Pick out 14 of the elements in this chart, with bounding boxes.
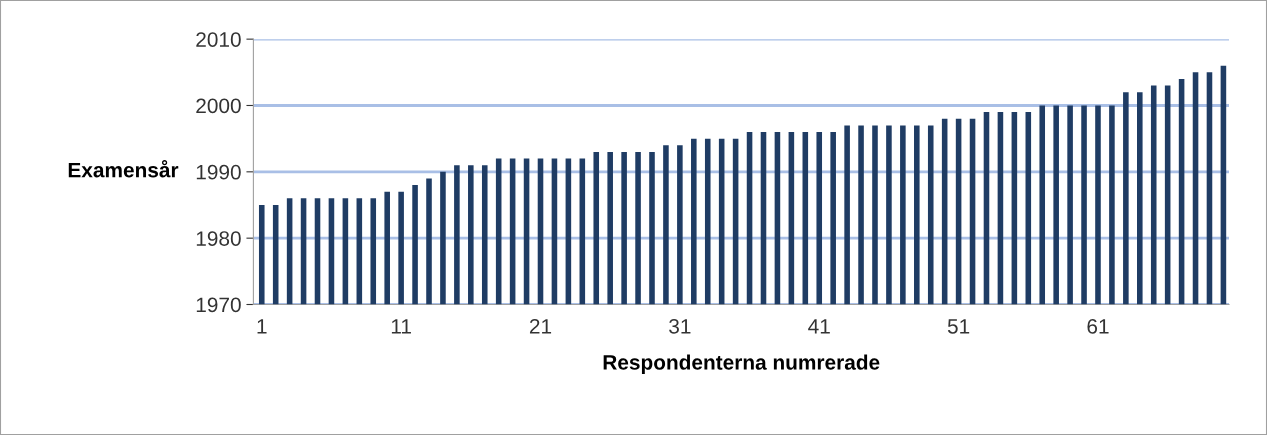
x-axis-title: Respondenterna numrerade: [603, 354, 880, 374]
x-tick-label: 1: [257, 319, 267, 334]
x-tick-label: 31: [669, 318, 691, 334]
y-tick-label: 1990: [196, 164, 241, 180]
y-tick-label: 1980: [196, 231, 241, 246]
x-tick-label: 11: [391, 319, 411, 334]
x-tick-label: 61: [1087, 318, 1109, 334]
x-tick-label: 41: [808, 319, 830, 334]
y-tick-label: 1970: [196, 297, 241, 313]
y-tick-label: 2010: [196, 32, 241, 47]
y-axis-title: Examensår: [68, 160, 179, 178]
x-tick-label: 21: [529, 318, 552, 334]
y-tick-label: 2000: [196, 98, 241, 114]
x-tick-label: 51: [947, 319, 970, 334]
